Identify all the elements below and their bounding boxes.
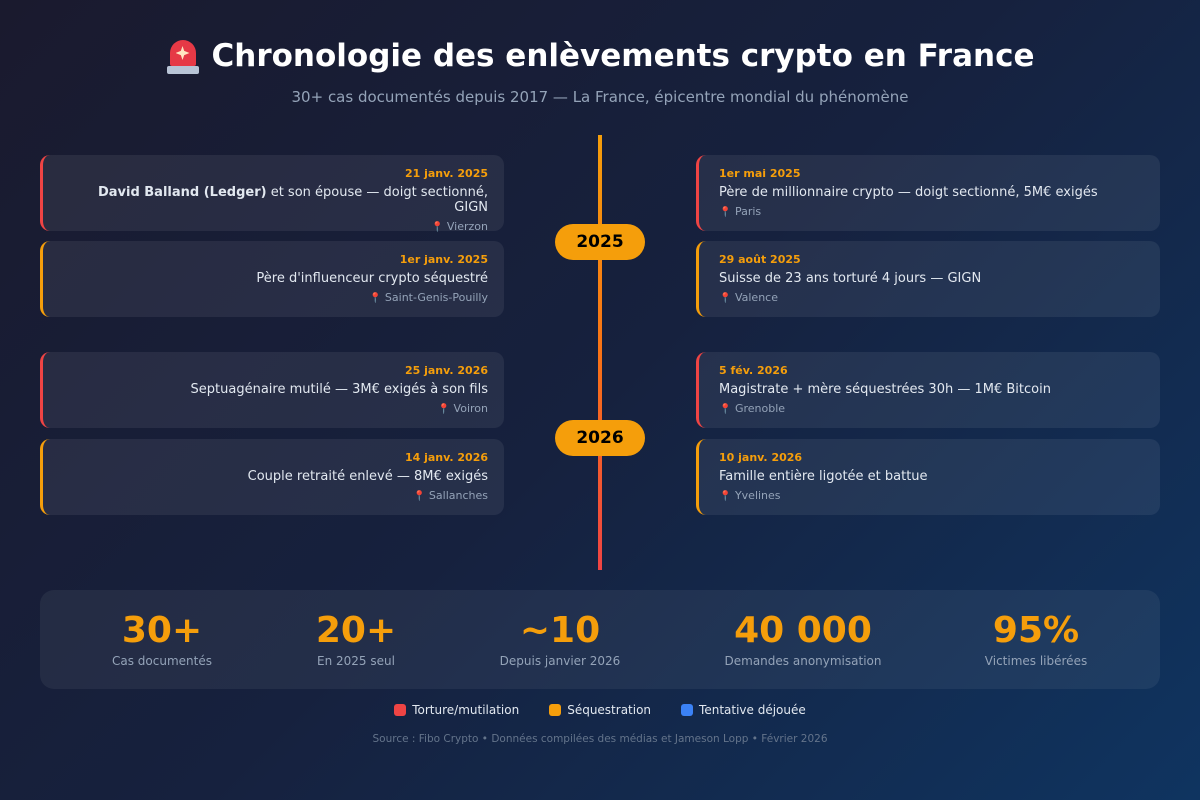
event-description: David Balland (Ledger) et son épouse — d…: [97, 185, 488, 215]
event-description: Couple retraité enlevé — 8M€ exigés: [247, 469, 488, 484]
event-card: 21 janv. 2025 David Balland (Ledger) et …: [40, 155, 504, 233]
event-date: 29 août 2025: [719, 253, 801, 266]
event-description: Suisse de 23 ans torturé 4 jours — GIGN: [719, 271, 982, 286]
stat-label: Victimes libérées: [984, 654, 1088, 668]
stat-value: 40 000: [734, 610, 872, 651]
year-badge-2026: 2026: [555, 420, 645, 456]
event-date: 1er janv. 2025: [399, 253, 488, 266]
stat-value: 30+: [121, 610, 203, 651]
legend-item-sequestration: Séquestration: [549, 703, 651, 717]
event-card: 5 fév. 2026 Magistrate + mère séquestrée…: [696, 352, 1160, 428]
event-date: 25 janv. 2026: [404, 364, 488, 377]
event-location: 📍 Yvelines: [719, 489, 781, 502]
stat-label: Cas documentés: [112, 654, 212, 668]
event-card: 14 janv. 2026 Couple retraité enlevé — 8…: [40, 439, 504, 515]
pin-icon: 📍: [719, 207, 732, 218]
event-location: 📍 Vierzon: [430, 220, 488, 233]
year-badge-2025: 2025: [555, 224, 645, 260]
event-description: Magistrate + mère séquestrées 30h — 1M€ …: [719, 382, 1051, 397]
legend: Torture/mutilation Séquestration Tentati…: [0, 703, 1200, 717]
stat-value: 20+: [315, 610, 397, 651]
event-location: 📍 Voiron: [437, 402, 488, 415]
event-card: 1er janv. 2025 Père d'influenceur crypto…: [40, 241, 504, 317]
pin-icon: 📍: [437, 404, 451, 415]
event-description: Père d'influenceur crypto séquestré: [256, 271, 488, 286]
stat-item: 40 000 Demandes anonymisation: [725, 610, 882, 668]
stat-label: Depuis janvier 2026: [499, 654, 621, 668]
swatch-icon: [549, 704, 562, 716]
title-text: Chronologie des enlèvements crypto en Fr…: [211, 38, 1035, 74]
header: Chronologie des enlèvements crypto en Fr…: [0, 38, 1200, 106]
event-date: 21 janv. 2025: [404, 167, 488, 180]
legend-item-torture: Torture/mutilation: [394, 703, 519, 717]
event-date: 14 janv. 2026: [404, 451, 488, 464]
stat-item: 20+ En 2025 seul: [316, 610, 396, 668]
event-description: Septuagénaire mutilé — 3M€ exigés à son …: [190, 382, 488, 397]
event-date: 1er mai 2025: [719, 167, 801, 180]
pin-icon: 📍: [719, 293, 732, 304]
stat-item: 30+ Cas documentés: [112, 610, 212, 668]
swatch-icon: [681, 704, 694, 716]
pin-icon: 📍: [719, 491, 732, 502]
legend-item-foiled: Tentative déjouée: [681, 703, 806, 717]
stat-value: ~10: [519, 610, 601, 651]
stat-label: Demandes anonymisation: [724, 654, 882, 668]
stat-label: En 2025 seul: [317, 654, 395, 668]
event-location: 📍 Sallanches: [412, 489, 488, 502]
swatch-icon: [394, 704, 407, 716]
event-date: 5 fév. 2026: [719, 364, 788, 377]
pin-icon: 📍: [719, 404, 732, 415]
event-description: Famille entière ligotée et battue: [719, 469, 928, 484]
stat-item: ~10 Depuis janvier 2026: [500, 610, 621, 668]
timeline-line: [598, 135, 602, 570]
event-location: 📍 Valence: [719, 291, 778, 304]
event-card: 10 janv. 2026 Famille entière ligotée et…: [696, 439, 1160, 515]
event-location: 📍 Paris: [719, 205, 762, 218]
event-location: 📍 Grenoble: [719, 402, 786, 415]
event-date: 10 janv. 2026: [719, 451, 803, 464]
event-card: 25 janv. 2026 Septuagénaire mutilé — 3M€…: [40, 352, 504, 428]
event-card: 29 août 2025 Suisse de 23 ans torturé 4 …: [696, 241, 1160, 317]
subtitle: 30+ cas documentés depuis 2017 — La Fran…: [291, 88, 909, 106]
stat-value: 95%: [992, 610, 1080, 651]
pin-icon: 📍: [430, 222, 444, 233]
event-description: Père de millionnaire crypto — doigt sect…: [719, 185, 1098, 200]
event-card: 1er mai 2025 Père de millionnaire crypto…: [696, 155, 1160, 231]
stat-item: 95% Victimes libérées: [985, 610, 1087, 668]
page-title: Chronologie des enlèvements crypto en Fr…: [166, 38, 1035, 74]
source-note: Source : Fibo Crypto • Données compilées…: [372, 733, 828, 745]
pin-icon: 📍: [412, 491, 426, 502]
pin-icon: 📍: [368, 293, 382, 304]
stats-panel: 30+ Cas documentés 20+ En 2025 seul ~10 …: [40, 590, 1160, 689]
siren-icon: [166, 38, 200, 74]
event-location: 📍 Saint-Genis-Pouilly: [368, 291, 488, 304]
